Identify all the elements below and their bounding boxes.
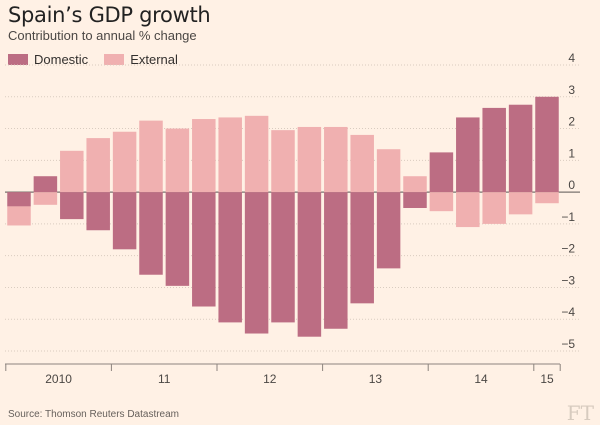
x-tick-label: 2010: [45, 372, 72, 386]
bar-external: [165, 128, 190, 193]
bar-domestic: [403, 192, 427, 208]
bar-external: [350, 134, 374, 193]
bar-domestic: [192, 192, 216, 307]
bar-domestic: [165, 192, 190, 286]
y-tick-label: −2: [561, 242, 575, 256]
bar-external: [508, 192, 533, 215]
bar-external: [376, 149, 401, 193]
bar-external: [86, 138, 110, 193]
bar-external: [403, 176, 427, 193]
y-tick-label: 2: [568, 115, 575, 129]
axes: 2010 11 12 13 14 15: [5, 363, 561, 386]
x-tick-label: 14: [474, 372, 488, 386]
bar-external: [297, 126, 322, 193]
bar-domestic: [86, 192, 110, 231]
bar-external: [60, 150, 84, 193]
bar-domestic: [324, 192, 348, 329]
bar-external: [535, 192, 559, 204]
x-tick-label: 15: [540, 372, 554, 386]
y-tick-label: −4: [561, 305, 575, 319]
bar-external: [218, 117, 242, 193]
ft-logo: FT: [566, 401, 594, 425]
bar-domestic: [508, 104, 533, 193]
bar-domestic: [456, 117, 480, 193]
bar-external: [429, 192, 454, 212]
bar-domestic: [535, 96, 559, 193]
bar-external: [324, 126, 348, 193]
legend-item-external: External: [104, 52, 178, 67]
x-tick-label: 11: [158, 372, 171, 386]
bar-domestic: [244, 192, 269, 334]
bar-domestic: [482, 107, 506, 193]
source-note: Source: Thomson Reuters Datastream: [8, 409, 180, 420]
bar-external: [271, 130, 295, 193]
y-tick-label: 4: [568, 51, 575, 65]
y-tick-label: 3: [568, 83, 575, 97]
chart-title: Spain’s GDP growth: [8, 3, 211, 27]
y-tick-label: −3: [561, 273, 575, 287]
bar-external: [33, 192, 58, 205]
bar-domestic: [350, 192, 374, 304]
bar-domestic: [271, 192, 295, 323]
bar-domestic: [139, 192, 163, 275]
bar-domestic: [429, 152, 454, 193]
x-tick-label: 13: [369, 372, 383, 386]
bar-external: [456, 192, 480, 228]
legend-label-external: External: [130, 52, 178, 67]
bar-domestic: [297, 192, 322, 337]
legend-swatch-domestic: [8, 54, 28, 65]
legend-label-domestic: Domestic: [34, 52, 89, 67]
x-tick-label: 12: [263, 372, 277, 386]
chart-subtitle: Contribution to annual % change: [8, 28, 197, 43]
bar-external: [112, 131, 137, 193]
bar-external: [7, 206, 31, 226]
bar-external: [482, 192, 506, 224]
y-tick-label: 0: [568, 178, 575, 192]
bar-domestic: [218, 192, 242, 323]
y-tick-label: 1: [568, 146, 575, 160]
bar-external: [192, 119, 216, 193]
bar-domestic: [60, 192, 84, 220]
bar-domestic: [7, 192, 31, 207]
y-tick-label: −1: [561, 210, 575, 224]
bar-domestic: [33, 176, 58, 193]
legend-swatch-external: [104, 54, 125, 65]
bar-external: [139, 120, 163, 193]
bar-domestic: [376, 192, 401, 269]
y-tick-label: −5: [561, 337, 575, 351]
legend: Domestic External: [8, 52, 194, 67]
bar-domestic: [112, 192, 137, 250]
bars: [7, 96, 559, 337]
legend-item-domestic: Domestic: [8, 52, 88, 67]
bar-external: [244, 115, 269, 193]
